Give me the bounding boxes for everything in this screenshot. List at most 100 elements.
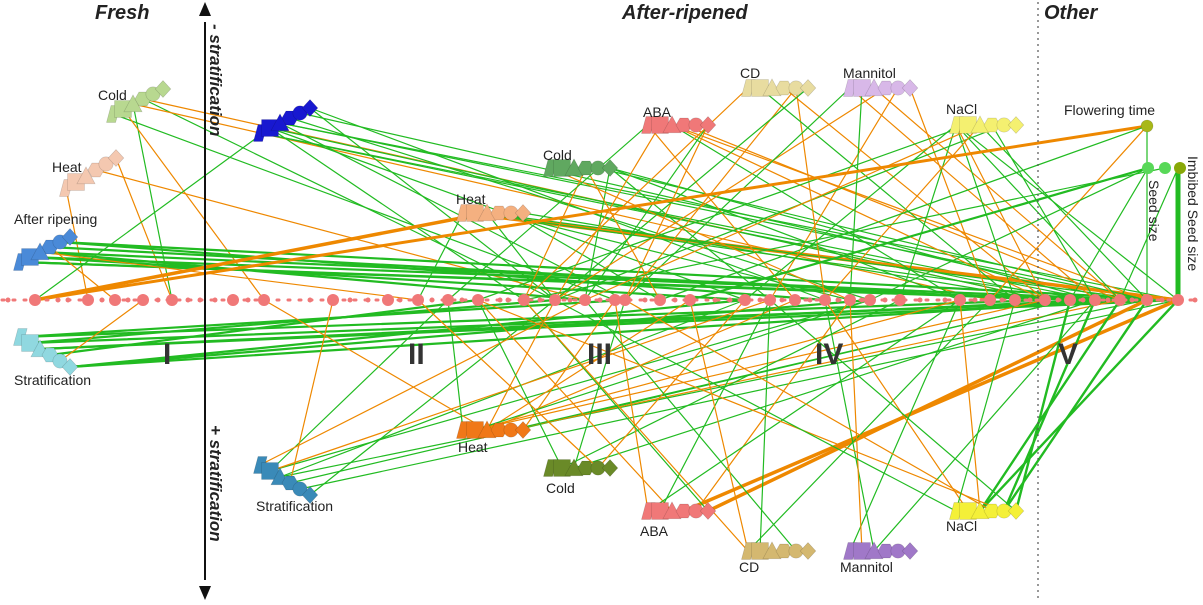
label-fresh-heat: Heat	[52, 159, 82, 175]
ar-nacl-plus-dia-icon	[1007, 502, 1025, 520]
edges-layer	[18, 87, 1181, 552]
association-edge	[554, 299, 957, 512]
qtl-node	[579, 294, 591, 306]
association-edge	[549, 167, 851, 301]
qtl-node	[739, 294, 751, 306]
ar-aba-minus-hex-icon	[675, 117, 693, 133]
label-ar-nacl-plus: NaCl	[946, 518, 977, 534]
fresh-stratification-dia-icon	[61, 358, 79, 376]
association-edge	[486, 299, 691, 431]
chromosome-labels: I II III IV V	[163, 338, 1078, 371]
association-edge	[447, 124, 649, 301]
association-edge	[309, 107, 556, 301]
ar-mannitol-minus-hex-icon	[877, 80, 895, 96]
qtl-minor-marker	[882, 297, 888, 303]
association-edge	[33, 124, 1149, 302]
ar-nacl-minus-hex-icon	[983, 117, 1001, 133]
association-edge	[510, 212, 661, 301]
qtl-minor-marker	[672, 297, 678, 303]
association-edge	[299, 299, 1179, 490]
association-edge	[48, 298, 480, 357]
association-edge	[477, 124, 969, 301]
association-edge	[477, 299, 563, 469]
association-edge	[671, 124, 961, 301]
qtl-minor-marker	[859, 297, 865, 303]
association-edge	[584, 124, 981, 301]
ar-cold-plus-dia-icon	[601, 459, 619, 477]
qtl-node	[954, 294, 966, 306]
qtl-node	[984, 294, 996, 306]
association-edge	[979, 124, 1148, 301]
fresh-heat-circ-icon	[98, 156, 114, 172]
ar-nacl-minus-dia-icon	[1007, 116, 1025, 134]
label-ar-heat-minus: Heat	[456, 191, 486, 207]
ar-cd-plus-dia-icon	[799, 542, 817, 560]
header-after-ripened: After-ripened	[621, 2, 748, 24]
association-edge	[609, 167, 961, 301]
association-edge	[554, 124, 1005, 301]
association-edge	[417, 212, 464, 301]
association-edge	[269, 299, 771, 472]
association-edge	[597, 299, 746, 469]
plus-stratification-label: + stratification	[206, 425, 225, 542]
qtl-node	[258, 294, 270, 306]
fresh-heat-dia-icon	[107, 149, 125, 167]
qtl-minor-marker	[757, 297, 763, 303]
association-edge	[28, 298, 557, 345]
association-edge	[58, 240, 1180, 302]
association-edge	[824, 299, 969, 512]
ar-cd-minus-hex-icon	[775, 80, 793, 96]
association-edge	[523, 167, 587, 301]
association-edge	[769, 299, 1017, 512]
association-edge	[33, 211, 489, 302]
fresh-heat-tri-icon	[76, 166, 96, 185]
qtl-minor-marker	[197, 297, 203, 303]
qtl-minor-marker	[972, 297, 978, 303]
label-ar-cd-minus: CD	[740, 65, 760, 81]
association-edge	[769, 87, 899, 301]
fresh-after-ripening-dia-icon	[61, 228, 79, 246]
qtl-node	[1172, 294, 1184, 306]
qtl-minor-marker	[1192, 297, 1198, 303]
association-edge	[38, 298, 1180, 351]
association-edge	[477, 299, 1005, 512]
association-edge	[28, 255, 747, 302]
label-ar-stratification-plus: Stratification	[256, 498, 333, 514]
ar-stratification-minus-dia-icon	[301, 99, 319, 117]
qtl-minor-marker	[537, 297, 543, 303]
qtl-minor-marker	[429, 297, 435, 303]
label-ar-cold-minus: Cold	[543, 147, 572, 163]
qtl-node	[864, 294, 876, 306]
association-edge	[279, 122, 1148, 301]
association-edge	[869, 167, 1149, 301]
association-edge	[783, 87, 1046, 301]
qtl-node	[609, 294, 621, 306]
association-edge	[759, 299, 771, 552]
association-edge	[417, 299, 599, 469]
association-edge	[744, 124, 957, 301]
qtl-minor-marker	[942, 297, 948, 303]
qtl-node	[549, 294, 561, 306]
qtl-node	[654, 294, 666, 306]
ar-cd-minus-dia-icon	[799, 79, 817, 97]
qtl-minor-marker	[567, 297, 573, 303]
association-edge	[624, 124, 709, 301]
qtl-minor-marker	[459, 297, 465, 303]
qtl-minor-marker	[1055, 297, 1061, 303]
association-edge	[978, 298, 1180, 513]
fresh-cold-dia-icon	[154, 80, 172, 98]
qtl-minor-marker	[999, 297, 1005, 303]
qtl-node	[789, 294, 801, 306]
label-ar-aba-minus: ABA	[643, 104, 672, 120]
qtl-node	[1089, 294, 1101, 306]
association-edge	[614, 299, 649, 512]
qtl-node	[1064, 294, 1076, 306]
qtl-node	[1141, 294, 1153, 306]
ar-mannitol-plus-dia-icon	[901, 542, 919, 560]
qtl-minor-marker	[917, 297, 923, 303]
seed-size-node-icon	[1142, 162, 1154, 174]
qtl-minor-marker	[1080, 297, 1086, 303]
association-edge	[849, 299, 863, 552]
qtl-node	[844, 294, 856, 306]
